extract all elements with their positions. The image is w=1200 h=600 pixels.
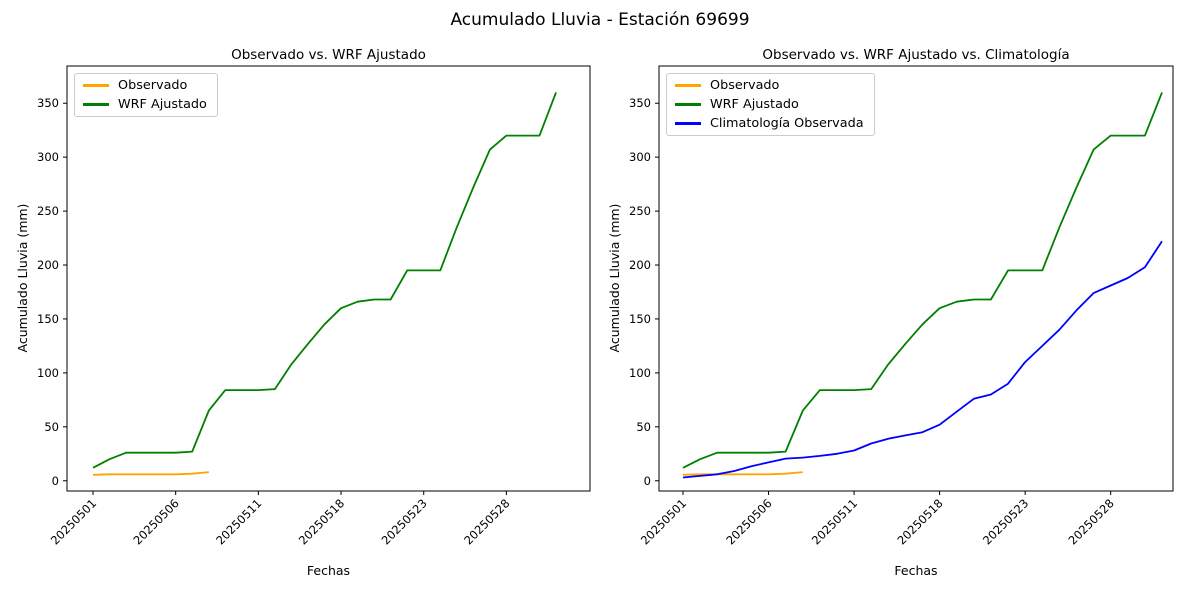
svg-text:20250518: 20250518: [296, 496, 347, 547]
svg-text:50: 50: [44, 420, 59, 434]
wrf-line-swatch: [675, 103, 701, 106]
svg-text:20250523: 20250523: [980, 496, 1031, 547]
svg-text:20250528: 20250528: [461, 496, 512, 547]
legend-label: Climatología Observada: [710, 116, 864, 131]
right-chart-canvas: 0 50 100 150 200 250 300 350 20250501 20250506 202…: [629, 65, 1174, 548]
observado-line-swatch: [83, 84, 109, 87]
right-legend: Observado WRF Ajustado Climatología Obse…: [666, 73, 875, 136]
svg-text:250: 250: [629, 204, 651, 218]
svg-text:20250511: 20250511: [213, 496, 264, 547]
svg-text:250: 250: [37, 204, 59, 218]
svg-text:300: 300: [37, 150, 59, 164]
svg-text:20250523: 20250523: [379, 496, 430, 547]
svg-text:50: 50: [636, 420, 651, 434]
svg-text:300: 300: [629, 150, 651, 164]
right-chart-title: Observado vs. WRF Ajustado vs. Climatolo…: [762, 47, 1070, 63]
svg-text:350: 350: [629, 96, 651, 110]
svg-text:200: 200: [37, 258, 59, 272]
wrf-line-swatch: [83, 103, 109, 106]
svg-text:20250501: 20250501: [638, 496, 689, 547]
svg-text:20250506: 20250506: [723, 496, 774, 547]
right-x-axis-label: Fechas: [894, 563, 938, 578]
svg-text:100: 100: [629, 366, 651, 380]
svg-text:20250501: 20250501: [48, 496, 99, 547]
legend-label: WRF Ajustado: [118, 97, 207, 112]
climatologia-line-swatch: [675, 122, 701, 125]
svg-text:150: 150: [629, 312, 651, 326]
svg-text:20250506: 20250506: [131, 496, 182, 547]
svg-text:200: 200: [629, 258, 651, 272]
legend-label: WRF Ajustado: [710, 97, 799, 112]
svg-text:350: 350: [37, 96, 59, 110]
left-chart-canvas: 0 50 100 150 200 250 300 350 20250501 20250506 202…: [37, 65, 591, 548]
figure-suptitle: Acumulado Lluvia - Estación 69699: [450, 10, 750, 30]
legend-label: Observado: [118, 78, 188, 93]
left-chart-title: Observado vs. WRF Ajustado: [231, 47, 426, 63]
legend-item: Climatología Observada: [675, 116, 864, 131]
legend-item: WRF Ajustado: [675, 97, 864, 112]
legend-item: Observado: [675, 78, 864, 93]
svg-text:0: 0: [52, 474, 59, 488]
left-legend: Observado WRF Ajustado: [74, 73, 218, 117]
svg-text:100: 100: [37, 366, 59, 380]
svg-text:20250511: 20250511: [809, 496, 860, 547]
svg-text:20250518: 20250518: [894, 496, 945, 547]
legend-item: Observado: [83, 78, 207, 93]
svg-text:150: 150: [37, 312, 59, 326]
svg-text:20250528: 20250528: [1066, 496, 1117, 547]
legend-item: WRF Ajustado: [83, 97, 207, 112]
observado-line-swatch: [675, 84, 701, 87]
svg-text:0: 0: [644, 474, 651, 488]
left-x-axis-label: Fechas: [306, 563, 351, 578]
legend-label: Observado: [710, 78, 780, 93]
